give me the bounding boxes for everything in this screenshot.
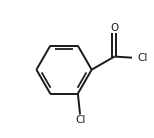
Text: O: O [110, 22, 119, 33]
Text: Cl: Cl [75, 115, 85, 125]
Text: Cl: Cl [137, 53, 147, 63]
